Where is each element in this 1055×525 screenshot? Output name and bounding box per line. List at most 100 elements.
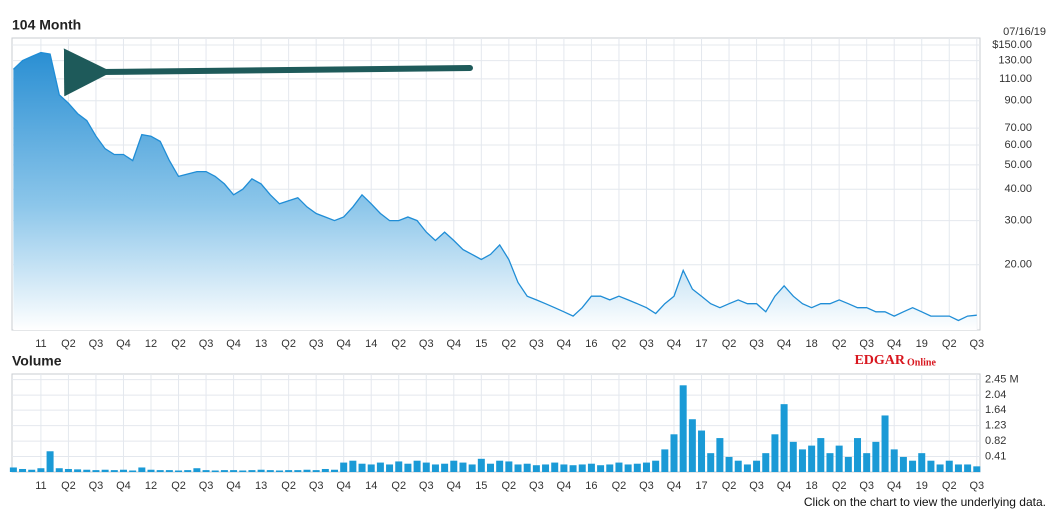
annotation-arrow (63, 48, 473, 97)
y-tick-label: 0.41 (985, 450, 1006, 462)
volume-bar (28, 469, 36, 472)
y-tick-label: $150.00 (992, 39, 1032, 51)
x-tick-label: Q2 (942, 480, 957, 492)
volume-bar (514, 464, 522, 472)
volume-bar (422, 462, 430, 472)
x-tick-label: 15 (475, 480, 487, 492)
volume-bar (560, 464, 568, 472)
x-tick-label: 16 (585, 480, 597, 492)
volume-bar (909, 460, 917, 472)
x-tick-label: Q2 (281, 480, 296, 492)
x-tick-label: Q2 (171, 480, 186, 492)
volume-bar (698, 430, 706, 472)
volume-bar (74, 469, 82, 472)
x-tick-label: 13 (255, 480, 267, 492)
x-tick-label: Q4 (116, 338, 131, 350)
volume-title: Volume (12, 353, 62, 369)
x-tick-label: Q3 (749, 338, 764, 350)
volume-bar (404, 463, 412, 472)
volume-bar (110, 470, 118, 472)
x-tick-label: Q4 (557, 338, 572, 350)
x-tick-label: Q4 (336, 338, 351, 350)
volume-bar (312, 470, 320, 472)
x-tick-label: Q3 (419, 480, 434, 492)
volume-bar (175, 470, 183, 472)
x-tick-label: 18 (806, 480, 818, 492)
x-tick-label: 13 (255, 338, 267, 350)
volume-bar (899, 456, 907, 472)
x-tick-label: 17 (695, 480, 707, 492)
price-area (13, 52, 977, 330)
x-tick-label: Q2 (61, 480, 76, 492)
volume-bar (817, 438, 825, 472)
y-tick-label: 110.00 (999, 73, 1032, 85)
volume-bar (220, 470, 228, 472)
volume-bar (642, 462, 650, 472)
x-tick-label: 16 (585, 338, 597, 350)
volume-bar (707, 453, 715, 472)
x-tick-label: Q3 (309, 480, 324, 492)
volume-bar (239, 470, 247, 472)
x-tick-label: Q3 (309, 338, 324, 350)
volume-bar (450, 460, 458, 472)
y-tick-label: 0.82 (985, 435, 1006, 447)
volume-bar (37, 468, 45, 472)
volume-bar (890, 449, 898, 472)
x-tick-label: 17 (695, 338, 707, 350)
x-tick-label: Q3 (859, 480, 874, 492)
x-tick-label: 12 (145, 480, 157, 492)
volume-bar (340, 462, 348, 472)
volume-bar (652, 460, 660, 472)
volume-bar (358, 463, 366, 472)
x-tick-label: Q3 (639, 338, 654, 350)
volume-bar (835, 445, 843, 472)
x-tick-label: Q3 (89, 338, 104, 350)
x-tick-label: Q2 (391, 480, 406, 492)
volume-bar (193, 468, 201, 472)
volume-bar (725, 456, 733, 472)
x-tick-label: 11 (35, 480, 46, 492)
x-tick-label: 11 (35, 338, 46, 350)
volume-bar (826, 453, 834, 472)
volume-bar (661, 449, 669, 472)
volume-bar (973, 466, 981, 472)
y-tick-label: 130.00 (998, 55, 1032, 67)
volume-bar (468, 464, 476, 472)
volume-bar (505, 461, 513, 472)
volume-bar (945, 460, 953, 472)
volume-bar (275, 470, 283, 472)
volume-bar (9, 467, 17, 472)
x-tick-label: Q4 (446, 338, 461, 350)
volume-bar (633, 463, 641, 472)
y-tick-label: 70.00 (1004, 122, 1032, 134)
date-label: 07/16/19 (1003, 26, 1046, 38)
x-tick-label: Q4 (116, 480, 131, 492)
logo-suffix: Online (907, 357, 936, 368)
volume-bar (184, 470, 192, 472)
volume-bar (844, 456, 852, 472)
x-tick-label: Q3 (199, 338, 214, 350)
volume-bar (46, 451, 54, 472)
x-tick-label: Q4 (667, 338, 682, 350)
volume-bar (542, 464, 550, 472)
x-tick-label: Q2 (832, 338, 847, 350)
volume-bar (156, 470, 164, 472)
volume-bar (936, 464, 944, 472)
x-tick-label: Q4 (887, 338, 902, 350)
volume-bar (441, 463, 449, 472)
volume-bar (679, 385, 687, 472)
volume-bar (532, 465, 540, 472)
volume-bar (285, 470, 293, 472)
volume-bar (230, 470, 238, 472)
plot-frame (11, 373, 981, 473)
x-tick-label: Q3 (419, 338, 434, 350)
volume-bar (55, 468, 63, 472)
volume-bar (64, 468, 72, 472)
volume-bar (19, 468, 27, 472)
x-tick-label: Q4 (777, 338, 792, 350)
y-tick-label: 50.00 (1004, 159, 1032, 171)
volume-bar (431, 464, 439, 472)
x-tick-label: Q4 (226, 480, 241, 492)
